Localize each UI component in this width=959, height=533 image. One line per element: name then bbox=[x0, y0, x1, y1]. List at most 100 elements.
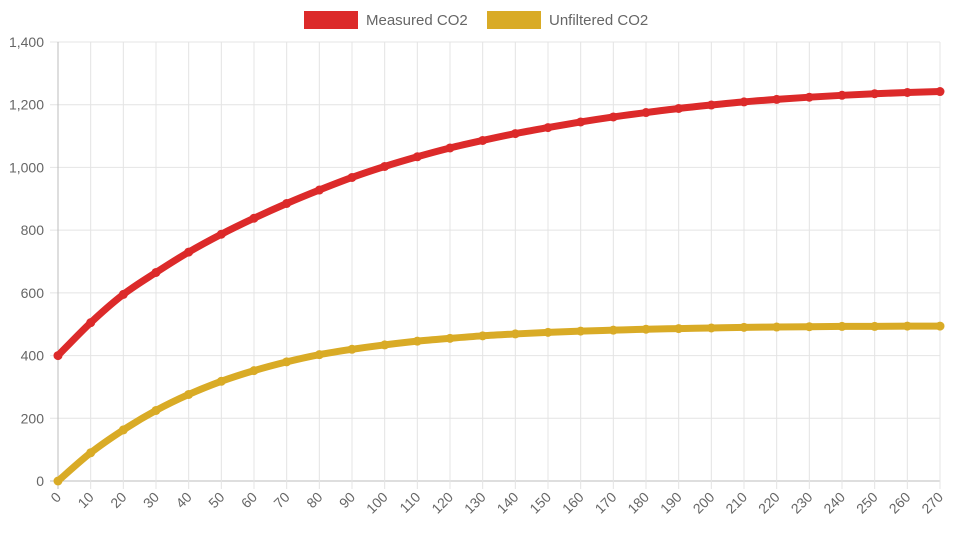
data-point-unfiltered-co2[interactable] bbox=[445, 333, 455, 343]
x-tick-label: 80 bbox=[303, 489, 325, 511]
x-tick-label: 30 bbox=[140, 489, 162, 511]
y-tick-label: 1,200 bbox=[9, 97, 44, 113]
data-point-measured-co2[interactable] bbox=[151, 267, 161, 277]
legend-item-measured-co2[interactable]: Measured CO2 bbox=[304, 11, 468, 29]
x-tick-label: 180 bbox=[624, 489, 652, 517]
data-point-unfiltered-co2[interactable] bbox=[53, 476, 63, 486]
data-point-measured-co2[interactable] bbox=[249, 213, 259, 223]
data-point-measured-co2[interactable] bbox=[184, 247, 194, 257]
legend-swatch-unfiltered-co2 bbox=[487, 11, 541, 29]
data-point-measured-co2[interactable] bbox=[86, 318, 96, 328]
data-point-unfiltered-co2[interactable] bbox=[510, 329, 520, 339]
data-point-unfiltered-co2[interactable] bbox=[837, 321, 847, 331]
x-tick-label: 230 bbox=[788, 489, 816, 517]
data-point-unfiltered-co2[interactable] bbox=[282, 357, 292, 367]
data-point-measured-co2[interactable] bbox=[608, 112, 618, 122]
x-tick-label: 200 bbox=[690, 489, 718, 517]
legend-label-unfiltered-co2: Unfiltered CO2 bbox=[549, 12, 648, 29]
data-point-measured-co2[interactable] bbox=[706, 100, 716, 110]
data-point-unfiltered-co2[interactable] bbox=[184, 389, 194, 399]
data-point-measured-co2[interactable] bbox=[576, 117, 586, 127]
data-point-measured-co2[interactable] bbox=[674, 103, 684, 113]
data-point-measured-co2[interactable] bbox=[772, 94, 782, 104]
data-point-measured-co2[interactable] bbox=[118, 289, 128, 299]
series-line-unfiltered-co2 bbox=[54, 322, 944, 485]
series-line-measured-co2 bbox=[54, 88, 944, 360]
data-point-measured-co2[interactable] bbox=[380, 161, 390, 171]
x-tick-label: 90 bbox=[336, 489, 358, 511]
data-point-unfiltered-co2[interactable] bbox=[216, 376, 226, 386]
y-axis: 0 200 400 600 800 1,000 1,200 1,400 bbox=[9, 34, 44, 489]
x-tick-label: 40 bbox=[172, 489, 194, 511]
legend: Measured CO2 Unfiltered CO2 bbox=[304, 11, 648, 29]
data-point-measured-co2[interactable] bbox=[804, 92, 814, 102]
x-tick-label: 170 bbox=[592, 489, 620, 517]
data-point-measured-co2[interactable] bbox=[870, 89, 880, 99]
data-point-measured-co2[interactable] bbox=[510, 129, 520, 139]
data-point-measured-co2[interactable] bbox=[641, 108, 651, 118]
x-tick-label: 0 bbox=[47, 489, 64, 506]
data-point-measured-co2[interactable] bbox=[282, 198, 292, 208]
data-point-unfiltered-co2[interactable] bbox=[706, 323, 716, 333]
data-point-unfiltered-co2[interactable] bbox=[314, 350, 324, 360]
data-point-measured-co2[interactable] bbox=[53, 351, 63, 361]
data-point-unfiltered-co2[interactable] bbox=[412, 336, 422, 346]
x-tick-label: 10 bbox=[74, 489, 96, 511]
data-point-measured-co2[interactable] bbox=[347, 172, 357, 182]
data-point-measured-co2[interactable] bbox=[216, 229, 226, 239]
x-tick-label: 140 bbox=[494, 489, 522, 517]
data-point-unfiltered-co2[interactable] bbox=[804, 322, 814, 332]
y-tick-label: 1,400 bbox=[9, 34, 44, 50]
y-tick-label: 800 bbox=[21, 222, 45, 238]
y-tick-label: 600 bbox=[21, 285, 45, 301]
data-point-unfiltered-co2[interactable] bbox=[543, 327, 553, 337]
data-point-unfiltered-co2[interactable] bbox=[739, 322, 749, 332]
x-tick-label: 240 bbox=[820, 489, 848, 517]
y-tick-label: 1,000 bbox=[9, 159, 44, 175]
data-point-measured-co2[interactable] bbox=[478, 135, 488, 145]
grid bbox=[50, 41, 941, 489]
y-tick-label: 0 bbox=[36, 473, 44, 489]
data-point-unfiltered-co2[interactable] bbox=[118, 425, 128, 435]
y-tick-label: 400 bbox=[21, 348, 45, 364]
data-point-unfiltered-co2[interactable] bbox=[151, 405, 161, 415]
x-tick-label: 260 bbox=[886, 489, 914, 517]
data-point-unfiltered-co2[interactable] bbox=[870, 321, 880, 331]
data-point-unfiltered-co2[interactable] bbox=[674, 324, 684, 334]
data-point-unfiltered-co2[interactable] bbox=[86, 448, 96, 458]
data-point-unfiltered-co2[interactable] bbox=[935, 321, 945, 331]
data-point-measured-co2[interactable] bbox=[445, 143, 455, 153]
data-point-measured-co2[interactable] bbox=[902, 87, 912, 97]
data-point-unfiltered-co2[interactable] bbox=[478, 331, 488, 341]
series-layer bbox=[53, 87, 945, 486]
data-point-unfiltered-co2[interactable] bbox=[576, 326, 586, 336]
legend-item-unfiltered-co2[interactable]: Unfiltered CO2 bbox=[487, 11, 648, 29]
x-tick-label: 120 bbox=[428, 489, 456, 517]
data-point-unfiltered-co2[interactable] bbox=[347, 344, 357, 354]
data-point-unfiltered-co2[interactable] bbox=[641, 324, 651, 334]
legend-swatch-measured-co2 bbox=[304, 11, 358, 29]
x-tick-label: 190 bbox=[657, 489, 685, 517]
x-tick-label: 60 bbox=[238, 489, 260, 511]
x-axis: 0 10 20 30 40 50 60 70 80 90 100 110 120 130 140 150 160… bbox=[47, 489, 946, 517]
x-tick-label: 70 bbox=[270, 489, 292, 511]
legend-label-measured-co2: Measured CO2 bbox=[366, 12, 468, 29]
data-point-unfiltered-co2[interactable] bbox=[772, 322, 782, 332]
x-tick-label: 270 bbox=[918, 489, 946, 517]
data-point-unfiltered-co2[interactable] bbox=[608, 325, 618, 335]
data-point-unfiltered-co2[interactable] bbox=[249, 366, 259, 376]
data-point-measured-co2[interactable] bbox=[935, 87, 945, 97]
data-point-measured-co2[interactable] bbox=[543, 123, 553, 133]
x-tick-label: 20 bbox=[107, 489, 129, 511]
x-tick-label: 160 bbox=[559, 489, 587, 517]
data-point-unfiltered-co2[interactable] bbox=[380, 340, 390, 350]
data-point-measured-co2[interactable] bbox=[739, 97, 749, 107]
x-tick-label: 250 bbox=[853, 489, 881, 517]
data-point-measured-co2[interactable] bbox=[314, 185, 324, 195]
data-point-unfiltered-co2[interactable] bbox=[902, 321, 912, 331]
data-point-measured-co2[interactable] bbox=[837, 90, 847, 100]
data-point-measured-co2[interactable] bbox=[412, 152, 422, 162]
x-tick-label: 50 bbox=[205, 489, 227, 511]
x-tick-label: 110 bbox=[396, 489, 423, 516]
